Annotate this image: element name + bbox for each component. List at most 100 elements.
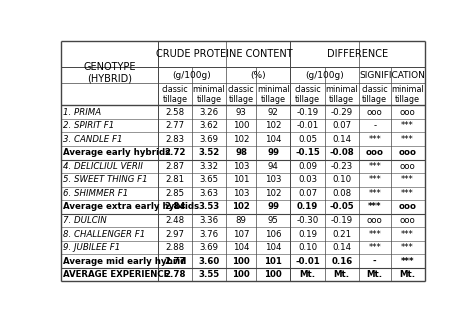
Text: classic
tillage: classic tillage [228, 85, 255, 104]
Text: 103: 103 [233, 189, 249, 198]
Text: ***: *** [368, 175, 381, 184]
Text: 8. CHALLENGER F1: 8. CHALLENGER F1 [63, 230, 145, 239]
Text: -0.29: -0.29 [331, 108, 353, 117]
Text: 95: 95 [268, 216, 279, 225]
Text: Average extra early hybrids: Average extra early hybrids [63, 203, 199, 211]
Text: 2.97: 2.97 [165, 230, 184, 239]
Text: 3.76: 3.76 [200, 230, 219, 239]
Text: 3. CANDLE F1: 3. CANDLE F1 [63, 135, 122, 144]
Text: 102: 102 [232, 203, 250, 211]
Text: ooo: ooo [366, 148, 383, 157]
Text: 2.72: 2.72 [164, 148, 186, 157]
Text: 0.03: 0.03 [298, 175, 317, 184]
Text: 0.19: 0.19 [297, 203, 318, 211]
Text: minimal
tillage: minimal tillage [325, 85, 358, 104]
Text: 0.10: 0.10 [332, 175, 351, 184]
Text: 2.77: 2.77 [164, 257, 186, 266]
Text: -0.05: -0.05 [329, 203, 354, 211]
Text: ooo: ooo [367, 216, 383, 225]
Text: -0.23: -0.23 [331, 162, 353, 171]
Text: 0.08: 0.08 [332, 189, 351, 198]
Text: 0.05: 0.05 [298, 135, 317, 144]
Text: 101: 101 [264, 257, 282, 266]
Text: 3.36: 3.36 [200, 216, 219, 225]
Text: 3.55: 3.55 [199, 270, 219, 279]
Text: ***: *** [401, 230, 414, 239]
Text: 92: 92 [268, 108, 279, 117]
Text: 104: 104 [265, 135, 282, 144]
Text: GENOTYPE
(HYBRID): GENOTYPE (HYBRID) [83, 62, 136, 84]
Text: 3.69: 3.69 [200, 243, 219, 252]
Text: 4. DELICLIUL VERII: 4. DELICLIUL VERII [63, 162, 142, 171]
Text: 0.09: 0.09 [298, 162, 317, 171]
Text: minimal
tillage: minimal tillage [193, 85, 226, 104]
Text: 3.63: 3.63 [200, 189, 219, 198]
Text: 2.48: 2.48 [165, 216, 184, 225]
Text: 107: 107 [233, 230, 249, 239]
Text: minimal
tillage: minimal tillage [391, 85, 424, 104]
Text: 94: 94 [268, 162, 279, 171]
Text: 5. SWEET THING F1: 5. SWEET THING F1 [63, 175, 147, 184]
Text: 3.32: 3.32 [200, 162, 219, 171]
Text: classic
tillage: classic tillage [162, 85, 188, 104]
Text: 99: 99 [267, 148, 279, 157]
Text: minimal
tillage: minimal tillage [257, 85, 290, 104]
Text: 3.52: 3.52 [199, 148, 220, 157]
Text: 100: 100 [232, 257, 250, 266]
Text: classic
tillage: classic tillage [294, 85, 321, 104]
Text: 2. SPIRIT F1: 2. SPIRIT F1 [63, 121, 114, 130]
Text: 0.19: 0.19 [298, 230, 317, 239]
Text: -0.19: -0.19 [331, 216, 353, 225]
Text: ***: *** [368, 230, 381, 239]
Text: 2.81: 2.81 [165, 175, 184, 184]
Text: (g/100g): (g/100g) [305, 70, 344, 80]
Text: 2.88: 2.88 [165, 243, 184, 252]
Text: 102: 102 [265, 189, 282, 198]
Text: ooo: ooo [400, 216, 416, 225]
Text: 93: 93 [236, 108, 246, 117]
Text: ***: *** [401, 121, 414, 130]
Text: DIFFERENCE: DIFFERENCE [327, 49, 388, 59]
Text: Mt.: Mt. [300, 270, 316, 279]
Text: 2.85: 2.85 [165, 189, 184, 198]
Text: classic
tillage: classic tillage [361, 85, 388, 104]
Text: 104: 104 [265, 243, 282, 252]
Text: -0.15: -0.15 [295, 148, 320, 157]
Text: ooo: ooo [400, 162, 416, 171]
Text: ***: *** [401, 257, 414, 266]
Text: 102: 102 [233, 135, 249, 144]
Text: 102: 102 [265, 121, 282, 130]
Text: 2.83: 2.83 [165, 135, 184, 144]
Text: 99: 99 [267, 203, 279, 211]
Text: 3.69: 3.69 [200, 135, 219, 144]
Text: ***: *** [368, 243, 381, 252]
Text: AVERAGE EXPERIENCE: AVERAGE EXPERIENCE [63, 270, 169, 279]
Text: Average mid early hybrid: Average mid early hybrid [63, 257, 186, 266]
Text: ***: *** [368, 162, 381, 171]
Text: 103: 103 [265, 175, 282, 184]
Text: 106: 106 [265, 230, 282, 239]
Text: 9. JUBILEE F1: 9. JUBILEE F1 [63, 243, 120, 252]
Text: (%): (%) [250, 70, 266, 80]
Text: -0.30: -0.30 [296, 216, 319, 225]
Text: 100: 100 [233, 121, 249, 130]
Text: 100: 100 [232, 270, 250, 279]
Text: 0.21: 0.21 [332, 230, 351, 239]
Text: SIGNIFICATION: SIGNIFICATION [359, 70, 425, 80]
Text: ***: *** [368, 135, 381, 144]
Text: -: - [373, 121, 376, 130]
Text: -0.01: -0.01 [296, 121, 319, 130]
Text: 2.87: 2.87 [165, 162, 184, 171]
Text: ***: *** [401, 189, 414, 198]
Text: 3.62: 3.62 [200, 121, 219, 130]
Text: 98: 98 [235, 148, 247, 157]
Text: (g/100g): (g/100g) [173, 70, 211, 80]
Text: 2.58: 2.58 [165, 108, 184, 117]
Text: -0.08: -0.08 [329, 148, 354, 157]
Text: ooo: ooo [399, 203, 417, 211]
Text: Mt.: Mt. [400, 270, 416, 279]
Text: 3.60: 3.60 [199, 257, 220, 266]
Text: ***: *** [368, 203, 382, 211]
Text: 1. PRIMA: 1. PRIMA [63, 108, 100, 117]
Text: 3.53: 3.53 [199, 203, 220, 211]
